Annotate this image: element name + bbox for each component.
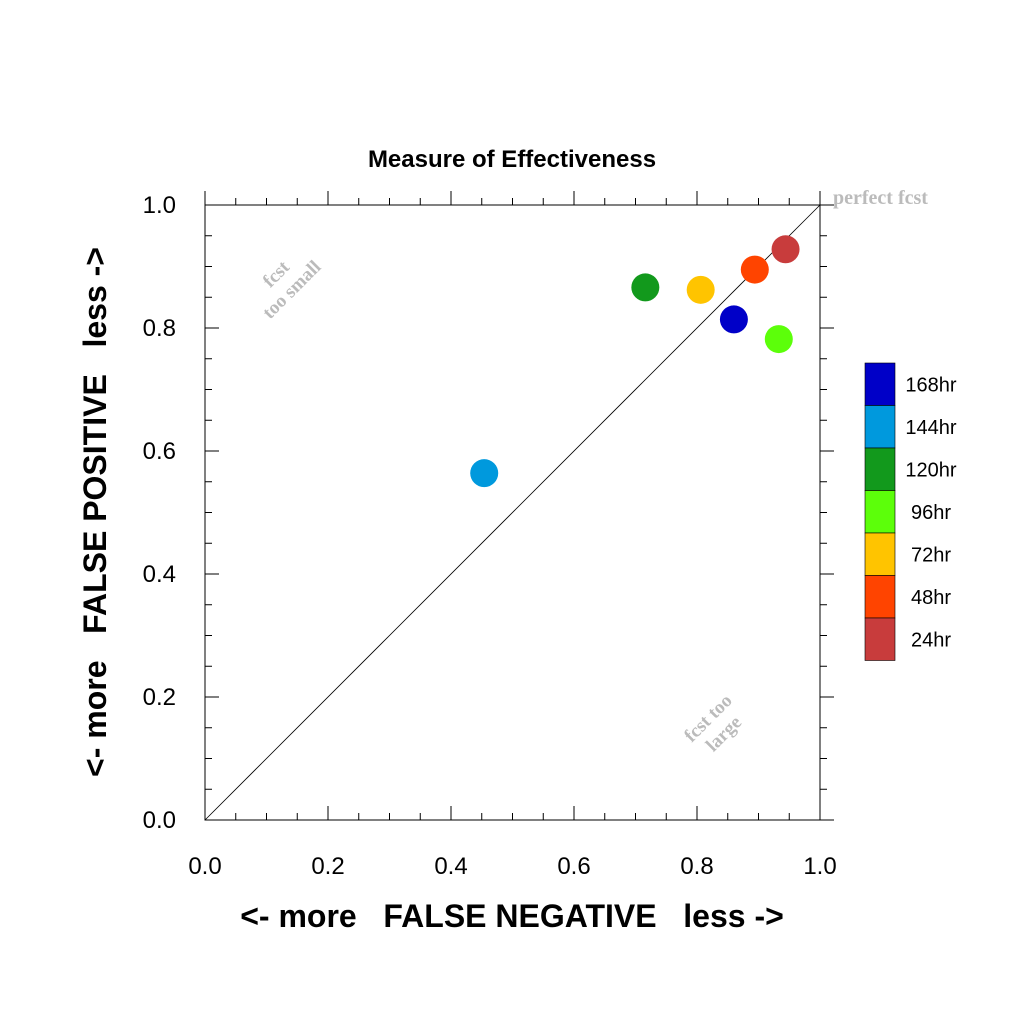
data-points <box>470 235 800 488</box>
perfect-forecast-diagonal <box>204 204 821 821</box>
data-point-144hr <box>470 459 499 488</box>
chart-title: Measure of Effectiveness <box>368 146 656 173</box>
y-tick-label: 0.0 <box>143 807 176 834</box>
legend-swatch-168hr <box>864 362 896 406</box>
annotation-too-small: fcst too small <box>259 256 326 323</box>
legend-swatch-72hr <box>864 532 896 576</box>
legend-swatch-96hr <box>864 490 896 534</box>
annotation-too-large: fcst too large <box>680 690 746 756</box>
x-tick-label: 0.4 <box>434 853 467 880</box>
legend-swatch-48hr <box>864 575 896 619</box>
data-point-24hr <box>771 235 800 264</box>
legend-label-168hr: 168hr <box>905 374 956 396</box>
y-tick-label: 1.0 <box>143 192 176 219</box>
axis-tick-labels: 0.0 0.2 0.4 0.6 0.8 1.0 0.0 0.2 0.4 0.6 0.8 1.0 <box>143 192 837 880</box>
y-axis-label: <- more FALSE POSITIVE less -> <box>77 247 113 777</box>
legend-swatch-120hr <box>864 447 896 491</box>
annotation-perfect-fcst: perfect fcst <box>833 187 928 209</box>
legend-label-96hr: 96hr <box>911 502 951 524</box>
y-tick-label: 0.4 <box>143 561 176 588</box>
legend-label-48hr: 48hr <box>911 587 951 609</box>
axis-ticks <box>204 191 834 821</box>
legend-label-24hr: 24hr <box>911 629 951 651</box>
legend: 168hr 144hr 120hr 96hr 72hr 48hr 24hr <box>864 362 957 661</box>
legend-label-72hr: 72hr <box>911 544 951 566</box>
x-tick-label: 0.0 <box>188 853 221 880</box>
y-tick-label: 0.2 <box>143 684 176 711</box>
legend-swatch-24hr <box>864 617 896 661</box>
plot-area: 0.0 0.2 0.4 0.6 0.8 1.0 0.0 0.2 0.4 0.6 0.8 1.0 <box>143 191 837 880</box>
legend-label-144hr: 144hr <box>905 417 956 439</box>
x-tick-label: 0.2 <box>311 853 344 880</box>
x-tick-label: 0.8 <box>680 853 713 880</box>
data-point-48hr <box>740 255 769 284</box>
data-point-168hr <box>719 305 748 334</box>
y-tick-label: 0.8 <box>143 315 176 342</box>
data-point-120hr <box>631 273 660 302</box>
data-point-96hr <box>764 325 793 354</box>
x-axis-label: <- more FALSE NEGATIVE less -> <box>240 898 784 934</box>
data-point-72hr <box>686 275 715 304</box>
legend-swatch-144hr <box>864 405 896 449</box>
x-tick-label: 0.6 <box>557 853 590 880</box>
legend-label-120hr: 120hr <box>905 459 956 481</box>
y-tick-label: 0.6 <box>143 438 176 465</box>
x-tick-label: 1.0 <box>803 853 836 880</box>
